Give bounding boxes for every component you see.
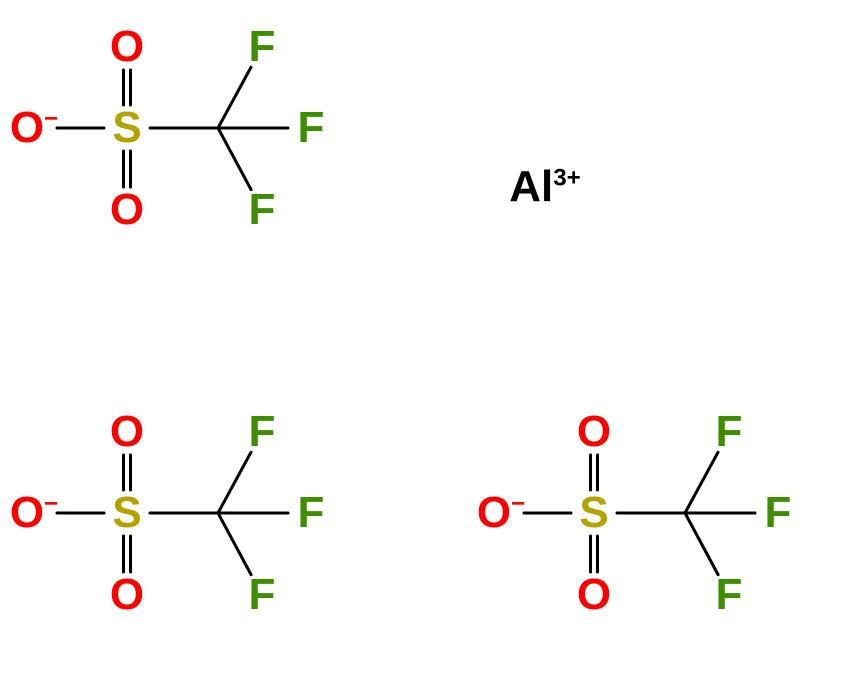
- triflate-top-left-s: S: [112, 106, 141, 150]
- triflate-bottom-right-f3: F: [716, 573, 743, 617]
- triflate-bottom-right-o1: O: [577, 410, 611, 454]
- triflate-top-left-f1: F: [249, 25, 276, 69]
- triflate-top-left-o2: O−: [10, 106, 58, 150]
- triflate-bottom-right-s: S: [579, 491, 608, 535]
- triflate-bottom-right-o2: O−: [477, 491, 525, 535]
- triflate-top-left-f2: F: [298, 106, 325, 150]
- triflate-bottom-left-s: S: [112, 491, 141, 535]
- triflate-bottom-left-o2: O−: [10, 491, 58, 535]
- triflate-top-left-f3: F: [249, 188, 276, 232]
- triflate-bottom-right-f2: F: [765, 491, 792, 535]
- triflate-top-left-o1: O: [110, 25, 144, 69]
- triflate-bottom-right-f1: F: [716, 410, 743, 454]
- triflate-bottom-right-o3: O: [577, 573, 611, 617]
- aluminum-cation: Al3+: [509, 165, 581, 209]
- triflate-bottom-left-f3: F: [249, 573, 276, 617]
- triflate-bottom-left-f2: F: [298, 491, 325, 535]
- triflate-bottom-left-o3: O: [110, 573, 144, 617]
- triflate-bottom-left-f1: F: [249, 410, 276, 454]
- triflate-bottom-left-o1: O: [110, 410, 144, 454]
- triflate-top-left-o3: O: [110, 188, 144, 232]
